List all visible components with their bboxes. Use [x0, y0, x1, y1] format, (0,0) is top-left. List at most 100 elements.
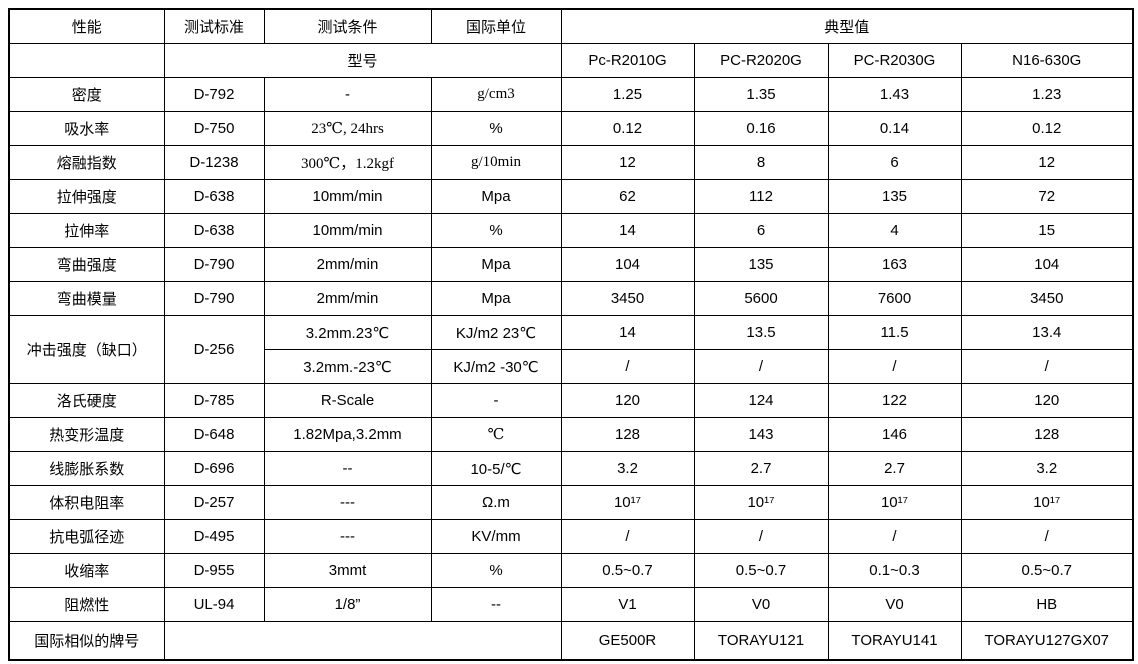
- property-cell: 冲击强度（缺口）: [8, 315, 165, 384]
- condition-cell: 2mm/min: [263, 247, 432, 282]
- value-cell: 72: [960, 179, 1134, 214]
- value-cell: 3450: [960, 281, 1134, 316]
- value-cell: 15: [960, 213, 1134, 248]
- standard-cell: D-257: [163, 485, 265, 520]
- condition-cell: 10mm/min: [263, 213, 432, 248]
- row-tensile-strength: 拉伸强度 D-638 10mm/min Mpa 62 112 135 72: [8, 179, 1134, 214]
- value-cell: 3450: [560, 281, 695, 316]
- property-cell: 洛氏硬度: [8, 383, 165, 418]
- value-cell: V0: [693, 587, 829, 622]
- value-cell: 143: [693, 417, 829, 452]
- row-flexural-strength: 弯曲强度 D-790 2mm/min Mpa 104 135 163 104: [8, 247, 1134, 282]
- value-cell: GE500R: [560, 621, 695, 661]
- value-cell: 0.12: [960, 111, 1134, 146]
- value-cell: 1.23: [960, 77, 1134, 112]
- value-cell: 0.5~0.7: [693, 553, 829, 588]
- value-cell: 135: [827, 179, 962, 214]
- value-cell: 0.1~0.3: [827, 553, 962, 588]
- unit-cell: KV/mm: [430, 519, 562, 554]
- standard-cell: D-495: [163, 519, 265, 554]
- property-cell: 抗电弧径迹: [8, 519, 165, 554]
- row-rockwell-hardness: 洛氏硬度 D-785 R-Scale - 120 124 122 120: [8, 383, 1134, 418]
- row-water-absorption: 吸水率 D-750 23℃, 24hrs % 0.12 0.16 0.14 0.…: [8, 111, 1134, 146]
- property-cell: 熔融指数: [8, 145, 165, 180]
- value-cell: 14: [560, 315, 695, 350]
- condition-cell: R-Scale: [263, 383, 432, 418]
- standard-cell: D-256: [163, 315, 265, 384]
- unit-cell: %: [430, 213, 562, 248]
- value-cell: 1.43: [827, 77, 962, 112]
- standard-cell: D-792: [163, 77, 265, 112]
- property-cell: 热变形温度: [8, 417, 165, 452]
- standard-cell: D-696: [163, 451, 265, 486]
- row-flammability: 阻燃性 UL-94 1/8” -- V1 V0 V0 HB: [8, 587, 1134, 622]
- value-cell: 163: [827, 247, 962, 282]
- value-cell: /: [827, 519, 962, 554]
- unit-cell: -: [430, 383, 562, 418]
- row-melt-index: 熔融指数 D-1238 300℃，1.2kgf g/10min 12 8 6 1…: [8, 145, 1134, 180]
- value-cell: 128: [560, 417, 695, 452]
- property-cell: 密度: [8, 77, 165, 112]
- condition-cell: 3.2mm.23℃: [263, 315, 432, 350]
- value-cell: 13.5: [693, 315, 829, 350]
- row-arc-resistance: 抗电弧径迹 D-495 --- KV/mm / / / /: [8, 519, 1134, 554]
- value-cell: 62: [560, 179, 695, 214]
- value-cell: 0.14: [827, 111, 962, 146]
- unit-cell: Mpa: [430, 247, 562, 282]
- row-impact-strength-notched-1: 冲击强度（缺口） D-256 3.2mm.23℃ KJ/m2 23℃ 14 13…: [8, 315, 1134, 384]
- unit-cell: KJ/m2 -30℃: [430, 349, 562, 384]
- unit-cell: --: [430, 587, 562, 622]
- value-cell: 7600: [827, 281, 962, 316]
- value-cell: 135: [693, 247, 829, 282]
- property-cell: 拉伸率: [8, 213, 165, 248]
- condition-cell: ---: [263, 485, 432, 520]
- standard-cell: D-648: [163, 417, 265, 452]
- value-cell: 124: [693, 383, 829, 418]
- value-cell: 4: [827, 213, 962, 248]
- value-cell: V1: [560, 587, 695, 622]
- condition-cell: 23℃, 24hrs: [263, 111, 432, 146]
- row-volume-resistivity: 体积电阻率 D-257 --- Ω.m 10¹⁷ 10¹⁷ 10¹⁷ 10¹⁷: [8, 485, 1134, 520]
- model-name-cell: Pc-R2010G: [560, 43, 695, 78]
- value-cell: 11.5: [827, 315, 962, 350]
- unit-cell: Ω.m: [430, 485, 562, 520]
- value-cell: TORAYU141: [827, 621, 962, 661]
- col-header-condition: 测试条件: [263, 8, 432, 44]
- value-cell: 0.16: [693, 111, 829, 146]
- row-shrinkage: 收缩率 D-955 3mmt % 0.5~0.7 0.5~0.7 0.1~0.3…: [8, 553, 1134, 588]
- value-cell: 122: [827, 383, 962, 418]
- property-cell: 阻燃性: [8, 587, 165, 622]
- value-cell: V0: [827, 587, 962, 622]
- condition-cell: 1/8”: [263, 587, 432, 622]
- standard-cell: D-955: [163, 553, 265, 588]
- condition-cell: 1.82Mpa,3.2mm: [263, 417, 432, 452]
- condition-cell: 300℃，1.2kgf: [263, 145, 432, 180]
- value-cell: 112: [693, 179, 829, 214]
- value-cell: 1.25: [560, 77, 695, 112]
- col-header-typical-values: 典型值: [560, 8, 1134, 44]
- standard-cell: D-638: [163, 213, 265, 248]
- value-cell: HB: [960, 587, 1134, 622]
- value-cell: /: [960, 519, 1134, 554]
- unit-cell: KJ/m2 23℃: [430, 315, 562, 350]
- value-cell: 10¹⁷: [960, 485, 1134, 520]
- empty-merged-cell: [163, 621, 562, 661]
- property-cell: 收缩率: [8, 553, 165, 588]
- value-cell: 104: [560, 247, 695, 282]
- condition-cell: -: [263, 77, 432, 112]
- unit-cell: %: [430, 111, 562, 146]
- property-cell: 线膨胀系数: [8, 451, 165, 486]
- value-cell: 10¹⁷: [560, 485, 695, 520]
- value-cell: 12: [960, 145, 1134, 180]
- value-cell: 120: [960, 383, 1134, 418]
- property-cell: 拉伸强度: [8, 179, 165, 214]
- value-cell: 104: [960, 247, 1134, 282]
- value-cell: 3.2: [560, 451, 695, 486]
- value-cell: 10¹⁷: [827, 485, 962, 520]
- property-cell: 体积电阻率: [8, 485, 165, 520]
- header-row: 性能 测试标准 测试条件 国际单位 典型值: [8, 8, 1134, 44]
- standard-cell: D-1238: [163, 145, 265, 180]
- value-cell: /: [693, 519, 829, 554]
- value-cell: 13.4: [960, 315, 1134, 350]
- value-cell: 1.35: [693, 77, 829, 112]
